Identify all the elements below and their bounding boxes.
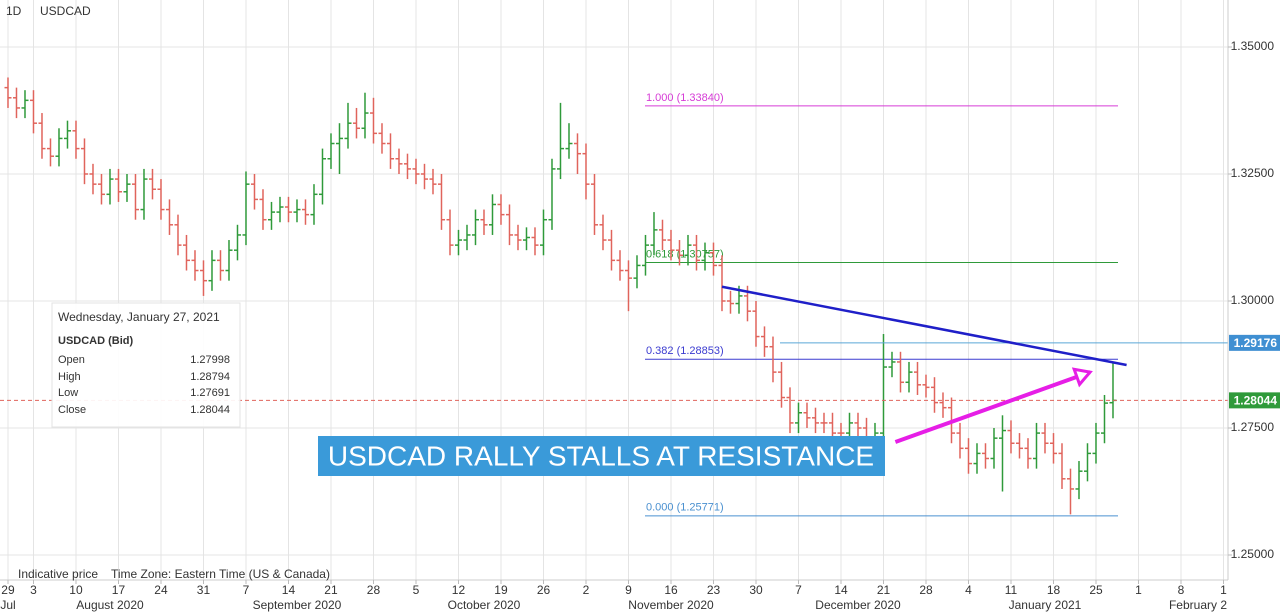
x-tick-label: 9 [625, 583, 632, 597]
footer-note: Time Zone: Eastern Time (US & Canada) [111, 567, 330, 581]
x-tick-label: 12 [452, 583, 466, 597]
chart-title: USDCAD [40, 4, 91, 18]
x-tick-label: 24 [154, 583, 168, 597]
x-tick-label: 14 [282, 583, 296, 597]
x-tick-label: 25 [1089, 583, 1103, 597]
price-tag-label: 1.29176 [1234, 336, 1278, 350]
info-box-bg [51, 302, 241, 428]
month-label: October 2020 [448, 598, 521, 612]
x-tick-label: 18 [1047, 583, 1061, 597]
x-tick-label: 26 [537, 583, 551, 597]
month-label: September 2020 [253, 598, 342, 612]
y-tick-label: 1.32500 [1231, 166, 1275, 180]
trendline [721, 285, 1127, 367]
x-tick-label: 2 [583, 583, 590, 597]
month-label: December 2020 [815, 598, 901, 612]
price-tag-label: 1.28044 [1234, 394, 1278, 408]
x-tick-label: 17 [112, 583, 126, 597]
month-label: Jul [0, 598, 15, 612]
info-symbol: USDCAD (Bid) [58, 335, 133, 347]
x-tick-label: 28 [919, 583, 933, 597]
fib-label: 0.382 (1.28853) [646, 345, 724, 357]
x-tick-label: 31 [197, 583, 211, 597]
x-tick-label: 1 [1135, 583, 1142, 597]
info-box: Wednesday, January 27, 2021 USDCAD (Bid)… [51, 302, 241, 428]
price-tag [1229, 334, 1280, 351]
info-value: 1.27998 [190, 354, 230, 366]
info-value: 1.27691 [190, 387, 230, 399]
month-label: January 2021 [1009, 598, 1082, 612]
x-tick-label: 28 [367, 583, 381, 597]
arrow-head [1071, 367, 1093, 388]
info-value: 1.28044 [190, 404, 230, 416]
x-tick-label: 3 [30, 583, 37, 597]
arrow-shaft [894, 370, 1091, 444]
info-label: Low [58, 387, 78, 399]
y-tick-label: 1.25000 [1231, 547, 1275, 561]
x-tick-label: 4 [965, 583, 972, 597]
fib-label: 1.000 (1.33840) [646, 92, 724, 104]
info-date: Wednesday, January 27, 2021 [58, 310, 220, 324]
x-tick-label: 21 [324, 583, 338, 597]
month-label: February 2 [1169, 598, 1227, 612]
x-tick-label: 14 [834, 583, 848, 597]
y-tick-label: 1.27500 [1231, 420, 1275, 434]
info-label: High [58, 371, 81, 383]
x-tick-label: 23 [707, 583, 721, 597]
x-tick-label: 21 [877, 583, 891, 597]
footer-note: Indicative price [18, 567, 98, 581]
info-label: Close [58, 404, 86, 416]
x-tick-label: 10 [69, 583, 83, 597]
annotation: USDCAD RALLY STALLS AT RESISTANCE [318, 436, 885, 476]
price-tag [1229, 392, 1280, 409]
levels: 1.000 (1.33840) 0.618 (1.30757) 0.382 (1.2… [645, 92, 1118, 517]
info-label: Open [58, 354, 85, 366]
info-value: 1.28794 [190, 371, 230, 383]
timeframe: 1D [6, 4, 22, 18]
x-tick-label: 8 [1178, 583, 1185, 597]
fib-label: 0.618 (1.30757) [646, 248, 724, 260]
x-tick-label: 30 [749, 583, 763, 597]
month-label: August 2020 [76, 598, 144, 612]
y-tick-label: 1.35000 [1231, 39, 1275, 53]
annotation-bg [318, 436, 885, 476]
x-tick-label: 16 [664, 583, 678, 597]
x-tick-label: 7 [795, 583, 802, 597]
x-tick-label: 1 [1220, 583, 1227, 597]
x-tick-label: 5 [413, 583, 420, 597]
fib-label: 0.000 (1.25771) [646, 502, 724, 514]
month-label: November 2020 [628, 598, 714, 612]
ohlc-bars [4, 77, 1117, 515]
x-tick-label: 7 [243, 583, 250, 597]
y-tick-label: 1.30000 [1231, 293, 1275, 307]
x-tick-label: 19 [494, 583, 508, 597]
x-tick-label: 29 [1, 583, 15, 597]
annotation-text: USDCAD RALLY STALLS AT RESISTANCE [328, 440, 874, 471]
x-tick-label: 11 [1005, 583, 1018, 597]
